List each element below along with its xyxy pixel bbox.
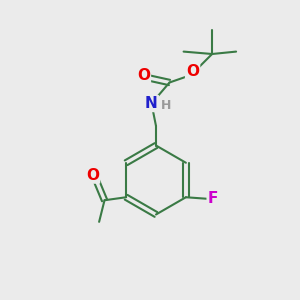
Text: O: O <box>86 167 99 182</box>
Text: N: N <box>145 96 158 111</box>
Text: H: H <box>161 99 172 112</box>
Text: F: F <box>208 191 218 206</box>
Text: O: O <box>137 68 150 83</box>
Text: O: O <box>186 64 199 80</box>
